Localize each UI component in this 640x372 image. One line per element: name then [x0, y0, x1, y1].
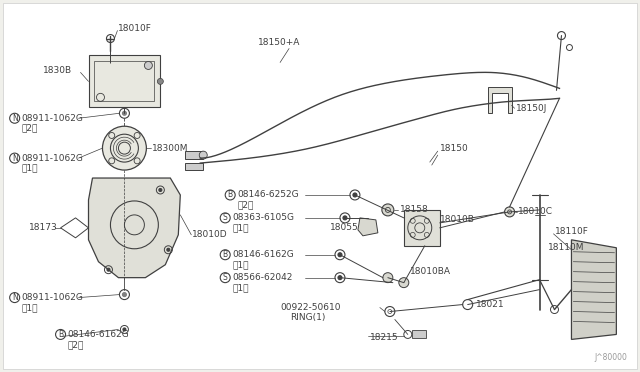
Text: 18010F: 18010F: [118, 24, 152, 33]
Text: 18150: 18150: [440, 144, 468, 153]
Text: 18150+A: 18150+A: [258, 38, 301, 47]
Text: 〈1〉: 〈1〉: [232, 223, 249, 232]
Circle shape: [199, 151, 207, 159]
Text: 08911-1062G: 08911-1062G: [22, 154, 84, 163]
Text: 08146-6252G: 08146-6252G: [237, 190, 299, 199]
Text: 18055: 18055: [330, 223, 359, 232]
Text: 18010D: 18010D: [192, 230, 228, 239]
Circle shape: [157, 78, 163, 84]
Polygon shape: [572, 240, 616, 339]
Text: 08363-6105G: 08363-6105G: [232, 214, 294, 222]
Text: S: S: [223, 273, 228, 282]
Text: 18110M: 18110M: [547, 243, 584, 252]
Circle shape: [504, 207, 515, 217]
Text: 08911-1062G: 08911-1062G: [22, 114, 84, 123]
Text: B: B: [223, 250, 228, 259]
Text: 18158: 18158: [400, 205, 429, 214]
Text: 〈2〉: 〈2〉: [237, 201, 253, 209]
Text: N: N: [12, 293, 17, 302]
Circle shape: [123, 328, 126, 331]
Text: 18110F: 18110F: [554, 227, 588, 236]
Text: 08566-62042: 08566-62042: [232, 273, 292, 282]
FancyBboxPatch shape: [3, 3, 637, 369]
Text: 18010B: 18010B: [440, 215, 475, 224]
Text: 1830B: 1830B: [43, 66, 72, 75]
Circle shape: [145, 61, 152, 70]
Polygon shape: [358, 218, 378, 236]
Text: RING(1): RING(1): [290, 313, 326, 322]
Text: 18021: 18021: [476, 300, 504, 309]
Circle shape: [338, 276, 342, 280]
Polygon shape: [488, 87, 511, 113]
Text: 〈1〉: 〈1〉: [232, 260, 249, 269]
Circle shape: [383, 273, 393, 283]
Text: 〈1〉: 〈1〉: [232, 283, 249, 292]
Circle shape: [107, 268, 110, 271]
Polygon shape: [412, 330, 426, 339]
Text: N: N: [12, 114, 17, 123]
Text: 18300M: 18300M: [152, 144, 189, 153]
Circle shape: [122, 293, 127, 296]
Text: 18150J: 18150J: [516, 104, 547, 113]
Polygon shape: [404, 210, 440, 246]
Polygon shape: [186, 163, 204, 170]
Text: B: B: [228, 190, 233, 199]
Text: 18173: 18173: [29, 223, 58, 232]
Text: 〈1〉: 〈1〉: [22, 303, 38, 312]
Circle shape: [382, 204, 394, 216]
Circle shape: [102, 126, 147, 170]
Circle shape: [159, 189, 162, 192]
Text: 18010BA: 18010BA: [410, 267, 451, 276]
Circle shape: [353, 193, 357, 197]
Text: 〈2〉: 〈2〉: [68, 340, 84, 349]
Text: 00922-50610: 00922-50610: [280, 303, 340, 312]
Text: 08146-6162G: 08146-6162G: [232, 250, 294, 259]
Circle shape: [167, 248, 170, 251]
Text: 〈2〉: 〈2〉: [22, 124, 38, 133]
Text: J^80000: J^80000: [595, 353, 627, 362]
Circle shape: [338, 253, 342, 257]
Text: 08146-6162G: 08146-6162G: [68, 330, 129, 339]
Text: 08911-1062G: 08911-1062G: [22, 293, 84, 302]
Text: N: N: [12, 154, 17, 163]
Polygon shape: [88, 178, 180, 278]
Text: 18215: 18215: [370, 333, 399, 342]
Text: 〈1〉: 〈1〉: [22, 164, 38, 173]
Text: B: B: [58, 330, 63, 339]
Text: 18010C: 18010C: [518, 208, 552, 217]
Polygon shape: [186, 151, 204, 159]
Circle shape: [108, 58, 113, 64]
Circle shape: [122, 111, 127, 115]
Polygon shape: [88, 55, 161, 107]
Circle shape: [399, 278, 409, 288]
Text: S: S: [223, 214, 228, 222]
Circle shape: [343, 216, 347, 220]
